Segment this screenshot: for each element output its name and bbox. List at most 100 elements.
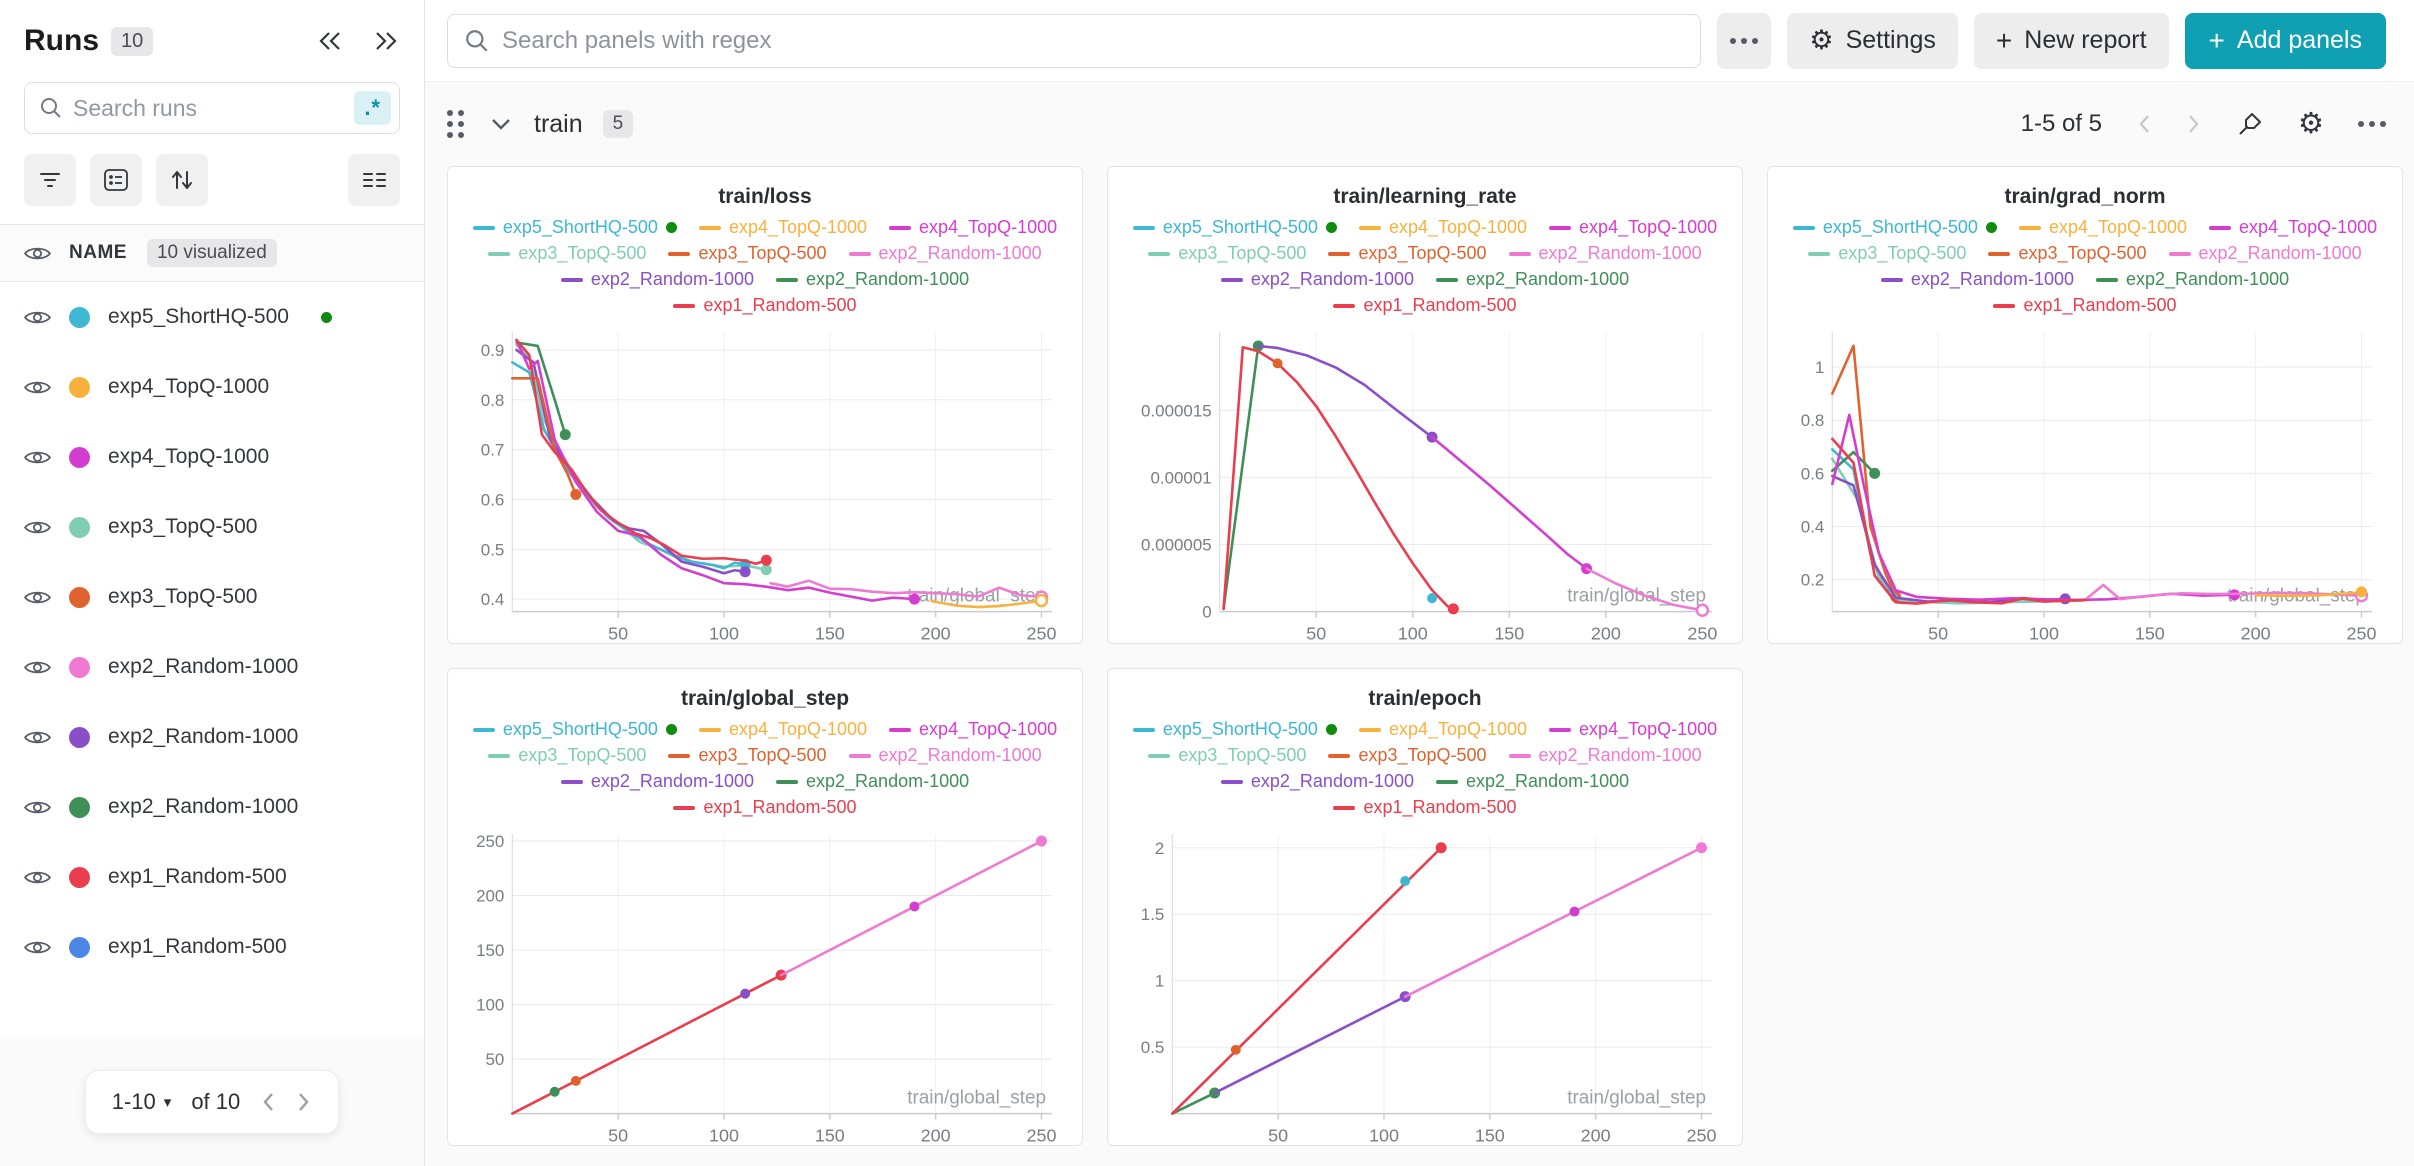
line-chart[interactable]: 50 100 150 200 2500.40.50.60.70.80.9train/gl… <box>460 320 1070 652</box>
legend-item[interactable]: exp5_ShortHQ-500 <box>1132 717 1337 742</box>
legend-item[interactable]: exp2_Random-1000 <box>1508 241 1702 266</box>
section-more-button[interactable] <box>2358 121 2386 127</box>
section-name[interactable]: train <box>534 109 583 138</box>
run-row[interactable]: exp2_Random-1000 <box>0 772 424 842</box>
legend-item[interactable]: exp4_TopQ-1000 <box>889 717 1057 742</box>
expand-sidebar-button[interactable] <box>372 29 400 53</box>
panel-card[interactable]: train/learning_rate exp5_ShortHQ-500 exp4_… <box>1107 166 1743 644</box>
pin-section-button[interactable] <box>2236 110 2264 138</box>
sort-button[interactable] <box>156 154 208 206</box>
section-prev-button[interactable] <box>2136 112 2152 136</box>
legend-item[interactable]: exp4_TopQ-1000 <box>698 215 867 240</box>
search-panels-input[interactable] <box>502 26 1685 55</box>
filter-button[interactable] <box>24 154 76 206</box>
run-row[interactable]: exp4_TopQ-1000 <box>0 422 424 492</box>
legend-item[interactable]: exp3_TopQ-500 <box>1328 743 1487 768</box>
legend-item[interactable]: exp2_Random-1000 <box>2168 241 2362 266</box>
page-size-dropdown[interactable]: 1-10 ▾ <box>112 1089 172 1115</box>
add-panels-button[interactable]: + Add panels <box>2184 12 2386 69</box>
legend-item[interactable]: exp4_TopQ-1000 <box>698 717 867 742</box>
legend-item[interactable]: exp4_TopQ-1000 <box>2209 215 2377 240</box>
panel-card[interactable]: train/epoch exp5_ShortHQ-500 exp4_TopQ-100… <box>1107 668 1743 1146</box>
run-visibility-toggle[interactable] <box>24 658 51 677</box>
legend-item[interactable]: exp1_Random-500 <box>1333 795 1517 820</box>
legend-item[interactable]: exp4_TopQ-1000 <box>1358 717 1527 742</box>
prev-page-button[interactable] <box>260 1090 276 1114</box>
run-row[interactable]: exp4_TopQ-1000 <box>0 352 424 422</box>
section-collapse-button[interactable] <box>490 117 512 131</box>
legend-item[interactable]: exp4_TopQ-1000 <box>1549 717 1717 742</box>
line-chart[interactable]: 50 100 150 200 250 0.5 1 1.5 2 train/global_step <box>1120 822 1730 1154</box>
legend-item[interactable]: exp4_TopQ-1000 <box>1358 215 1527 240</box>
run-visibility-toggle[interactable] <box>24 728 51 747</box>
legend-item[interactable]: exp3_TopQ-500 <box>488 743 646 768</box>
run-visibility-toggle[interactable] <box>24 938 51 957</box>
legend-item[interactable]: exp2_Random-1000 <box>1436 267 1629 292</box>
settings-button[interactable]: ⚙ Settings <box>1787 12 1958 69</box>
group-button[interactable] <box>90 154 142 206</box>
run-row[interactable]: exp3_TopQ-500 <box>0 562 424 632</box>
legend-item[interactable]: exp4_TopQ-1000 <box>1549 215 1717 240</box>
legend-item[interactable]: exp2_Random-1000 <box>2096 267 2289 292</box>
run-visibility-toggle[interactable] <box>24 868 51 887</box>
legend-item[interactable]: exp5_ShortHQ-500 <box>1132 215 1337 240</box>
legend-item[interactable]: exp3_TopQ-500 <box>1148 743 1306 768</box>
legend-item[interactable]: exp4_TopQ-1000 <box>889 215 1057 240</box>
legend-item[interactable]: exp3_TopQ-500 <box>1148 241 1306 266</box>
legend-item[interactable]: exp2_Random-1000 <box>776 769 969 794</box>
legend-item[interactable]: exp2_Random-1000 <box>1508 743 1702 768</box>
run-visibility-toggle[interactable] <box>24 448 51 467</box>
legend-item[interactable]: exp1_Random-500 <box>673 293 857 318</box>
panel-card[interactable]: train/loss exp5_ShortHQ-500 exp4_TopQ-1000… <box>447 166 1083 644</box>
run-visibility-toggle[interactable] <box>24 798 51 817</box>
legend-item[interactable]: exp2_Random-1000 <box>848 743 1042 768</box>
line-chart[interactable]: 50 100 150 200 2500.20.40.60.81train/global_… <box>1780 320 2390 652</box>
run-row[interactable]: exp5_ShortHQ-500 <box>0 282 424 352</box>
run-row[interactable]: exp2_Random-1000 <box>0 702 424 772</box>
run-visibility-toggle[interactable] <box>24 308 51 327</box>
line-chart[interactable]: 50 100 150 200 250 0 0.000005 0.00001 0.000015 tr… <box>1120 320 1730 652</box>
run-row[interactable]: exp1_Random-500 <box>0 912 424 982</box>
more-options-button[interactable] <box>1717 12 1772 69</box>
run-row[interactable]: exp3_TopQ-500 <box>0 492 424 562</box>
columns-button[interactable] <box>348 154 400 206</box>
section-settings-button[interactable]: ⚙ <box>2298 109 2324 139</box>
legend-item[interactable]: exp3_TopQ-500 <box>1808 241 1966 266</box>
legend-item[interactable]: exp5_ShortHQ-500 <box>1792 215 1997 240</box>
panel-card[interactable]: train/grad_norm exp5_ShortHQ-500 exp4_TopQ… <box>1767 166 2403 644</box>
regex-toggle[interactable]: .* <box>354 91 391 125</box>
legend-item[interactable]: exp2_Random-1000 <box>848 241 1042 266</box>
legend-item[interactable]: exp1_Random-500 <box>1333 293 1517 318</box>
next-page-button[interactable] <box>296 1090 312 1114</box>
search-runs-input[interactable] <box>73 94 355 122</box>
legend-item[interactable]: exp5_ShortHQ-500 <box>472 215 677 240</box>
legend-item[interactable]: exp2_Random-1000 <box>1220 769 1414 794</box>
panel-card[interactable]: train/global_step exp5_ShortHQ-500 exp4_To… <box>447 668 1083 1146</box>
line-chart[interactable]: 50 100 150 200 250 50 100 150 200 250 train/global… <box>460 822 1070 1154</box>
legend-item[interactable]: exp3_TopQ-500 <box>668 241 827 266</box>
legend-item[interactable]: exp4_TopQ-1000 <box>2018 215 2187 240</box>
legend-item[interactable]: exp1_Random-500 <box>1993 293 2177 318</box>
legend-item[interactable]: exp2_Random-1000 <box>560 267 754 292</box>
legend-item[interactable]: exp2_Random-1000 <box>560 769 754 794</box>
legend-item[interactable]: exp5_ShortHQ-500 <box>472 717 677 742</box>
legend-item[interactable]: exp3_TopQ-500 <box>488 241 646 266</box>
collapse-sidebar-button[interactable] <box>316 29 344 53</box>
section-next-button[interactable] <box>2186 112 2202 136</box>
legend-item[interactable]: exp2_Random-1000 <box>1880 267 2074 292</box>
run-visibility-toggle[interactable] <box>24 378 51 397</box>
run-row[interactable]: exp1_Random-500 <box>0 842 424 912</box>
run-row[interactable]: exp2_Random-1000 <box>0 632 424 702</box>
legend-item[interactable]: exp2_Random-1000 <box>1220 267 1414 292</box>
legend-item[interactable]: exp3_TopQ-500 <box>668 743 827 768</box>
legend-item[interactable]: exp3_TopQ-500 <box>1328 241 1487 266</box>
toggle-all-visibility-button[interactable] <box>24 244 51 263</box>
legend-item[interactable]: exp2_Random-1000 <box>776 267 969 292</box>
drag-handle-icon[interactable] <box>447 110 464 138</box>
run-visibility-toggle[interactable] <box>24 518 51 537</box>
legend-item[interactable]: exp2_Random-1000 <box>1436 769 1629 794</box>
new-report-button[interactable]: + New report <box>1973 12 2169 69</box>
legend-item[interactable]: exp3_TopQ-500 <box>1988 241 2147 266</box>
run-visibility-toggle[interactable] <box>24 588 51 607</box>
legend-item[interactable]: exp1_Random-500 <box>673 795 857 820</box>
